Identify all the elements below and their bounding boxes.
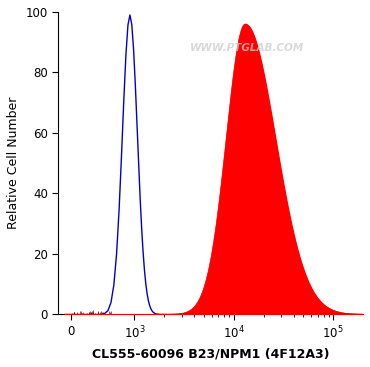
Text: WWW.PTGLAB.COM: WWW.PTGLAB.COM [190,43,304,53]
X-axis label: CL555-60096 B23/NPM1 (4F12A3): CL555-60096 B23/NPM1 (4F12A3) [92,347,329,360]
Y-axis label: Relative Cell Number: Relative Cell Number [7,97,20,229]
